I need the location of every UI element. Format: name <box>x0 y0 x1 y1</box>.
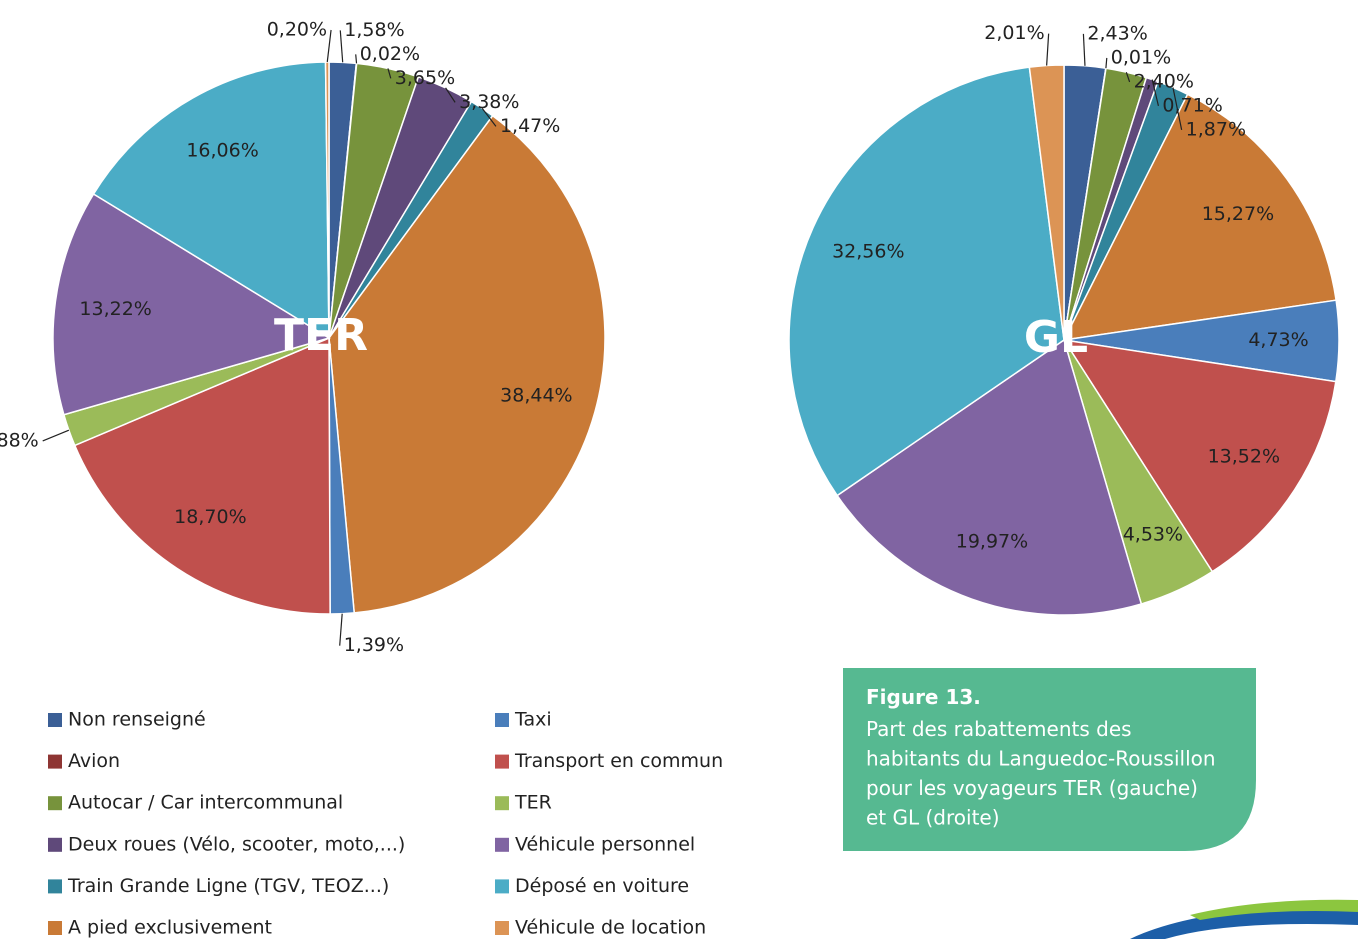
legend-swatch <box>495 713 509 727</box>
pie-slice <box>836 338 1143 616</box>
pie-slice <box>52 192 331 416</box>
value-label: 1,88% <box>0 429 39 451</box>
legend-label: Train Grande Ligne (TGV, TEOZ...) <box>67 875 389 897</box>
leader-line <box>1172 87 1183 131</box>
legend-swatch <box>495 837 509 852</box>
leader-line <box>387 68 392 79</box>
legend-label: Transport en commun <box>514 750 723 772</box>
value-label: 19,97% <box>956 531 1028 553</box>
legend-label: TER <box>514 792 552 814</box>
legend-label: Deux roues (Vélo, scooter, moto,...) <box>68 833 405 855</box>
legend-label: Non renseigné <box>68 709 206 731</box>
leader-line <box>339 613 343 646</box>
pie-center-title: TER <box>274 310 368 361</box>
legend-swatch <box>48 713 62 727</box>
caption-line: et GL (droite) <box>866 806 1000 830</box>
value-label: 2,40% <box>1134 70 1194 92</box>
value-label: 18,70% <box>174 506 246 528</box>
legend-label: Avion <box>68 750 120 772</box>
logo <box>1130 899 1358 939</box>
value-label: 1,58% <box>344 19 404 41</box>
leader-line <box>1082 33 1086 66</box>
leader-line <box>481 108 497 127</box>
legend-swatch <box>495 796 509 811</box>
value-label: 38,44% <box>500 384 572 406</box>
legend-swatch <box>495 921 509 935</box>
legend-label: Autocar / Car intercommunal <box>68 792 343 814</box>
value-label: 13,22% <box>79 298 151 320</box>
value-label: 3,65% <box>395 67 455 89</box>
legend-label: Taxi <box>514 709 552 731</box>
legend-swatch <box>48 796 62 811</box>
pie-slice <box>1062 93 1337 341</box>
leader-line <box>42 429 70 442</box>
legend-label: A pied exclusivement <box>68 917 272 939</box>
caption-line: habitants du Languedoc-Roussillon <box>866 747 1216 771</box>
value-label: 4,73% <box>1248 329 1308 351</box>
value-label: 13,52% <box>1208 445 1280 467</box>
value-label: 0,01% <box>1111 46 1171 68</box>
leader-line <box>339 30 344 63</box>
pie-slice <box>788 66 1065 497</box>
legend-swatch <box>48 837 62 852</box>
caption-title: Figure 13. <box>866 685 981 709</box>
value-label: 2,43% <box>1087 22 1147 44</box>
leader-line <box>326 29 332 63</box>
legend-swatch <box>48 879 62 894</box>
legend-label: Déposé en voiture <box>515 875 689 897</box>
value-label: 1,87% <box>1186 118 1246 140</box>
pie-slice <box>328 114 606 614</box>
leader-line <box>445 87 456 103</box>
pie-slice <box>73 336 331 615</box>
legend-swatch <box>48 754 62 769</box>
leader-line <box>355 54 358 64</box>
legend-swatch <box>495 879 509 894</box>
leader-line <box>1046 33 1050 66</box>
value-label: 2,01% <box>984 22 1044 44</box>
caption-line: Part des rabattements des <box>866 717 1132 741</box>
value-label: 32,56% <box>832 241 904 263</box>
legend-swatch <box>48 921 62 935</box>
pie-slice <box>92 61 330 340</box>
value-label: 0,02% <box>360 43 420 65</box>
legend-label: Véhicule personnel <box>515 833 695 855</box>
value-label: 4,53% <box>1123 524 1183 546</box>
leader-line <box>1125 71 1131 83</box>
value-label: 16,06% <box>186 139 258 161</box>
value-label: 0,20% <box>267 19 327 41</box>
caption-box <box>843 668 1256 851</box>
pie-slice <box>1062 339 1337 573</box>
legend-label: Véhicule de location <box>515 917 706 939</box>
pie-center-title: GL <box>1024 312 1088 363</box>
caption-line: pour les voyageurs TER (gauche) <box>866 776 1198 800</box>
value-label: 1,39% <box>344 634 404 656</box>
legend-swatch <box>495 754 509 769</box>
leader-line <box>1105 57 1108 69</box>
value-label: 3,38% <box>459 91 519 113</box>
value-label: 15,27% <box>1202 203 1274 225</box>
leader-line <box>1151 79 1160 107</box>
pie-slice <box>324 61 330 339</box>
value-label: 0,71% <box>1162 94 1222 116</box>
value-label: 1,47% <box>500 115 560 137</box>
